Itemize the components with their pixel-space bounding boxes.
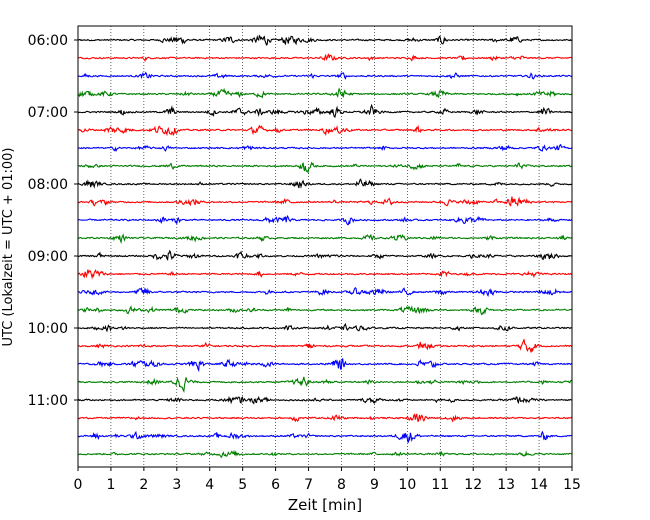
seismogram-trace — [77, 430, 573, 443]
seismogram-trace — [77, 214, 573, 226]
x-tick-label: 14 — [530, 477, 548, 493]
x-tick-label: 5 — [238, 477, 247, 493]
x-axis-label: Zeit [min] — [288, 496, 362, 514]
x-tick-label: 9 — [370, 477, 379, 493]
x-tick-label: 8 — [337, 477, 346, 493]
seismogram-trace — [77, 53, 573, 63]
x-tick-label: 10 — [398, 477, 416, 493]
grid-lines — [110, 26, 540, 467]
x-tick-label: 3 — [172, 477, 181, 493]
plot-frame — [77, 25, 573, 468]
seismogram-trace — [77, 34, 573, 46]
seismogram-trace — [77, 395, 573, 405]
seismogram-trace — [77, 376, 573, 394]
seismogram-trace — [77, 305, 573, 316]
x-tick-label: 4 — [205, 477, 214, 493]
x-tick-label: 7 — [304, 477, 313, 493]
x-tick-label: 11 — [431, 477, 449, 493]
seismogram-trace — [77, 449, 573, 459]
seismogram-trace — [77, 103, 573, 119]
seismogram-trace — [77, 124, 573, 137]
y-tick-label: 07:00 — [28, 105, 68, 121]
seismogram-trace — [77, 233, 573, 245]
x-tick-label: 6 — [271, 477, 280, 493]
y-ticks: 06:00 07:00 08:00 09:00 10:00 11:00 — [28, 33, 78, 409]
y-tick-label: 06:00 — [28, 33, 68, 49]
x-tick-label: 0 — [74, 477, 83, 493]
x-tick-label: 15 — [563, 477, 581, 493]
y-tick-label: 09:00 — [28, 249, 68, 265]
y-tick-label: 11:00 — [28, 393, 68, 409]
traces — [77, 34, 573, 459]
seismogram-trace — [77, 161, 573, 175]
seismogram-trace — [77, 178, 573, 189]
seismogram-trace — [77, 339, 573, 353]
seismogram-trace — [77, 196, 573, 207]
y-tick-label: 10:00 — [28, 321, 68, 337]
x-tick-label: 1 — [106, 477, 115, 493]
x-ticks: 0 1 2 3 4 5 6 7 8 9 10 11 12 13 14 15 — [74, 467, 581, 493]
y-tick-label: 08:00 — [28, 177, 68, 193]
x-tick-label: 2 — [139, 477, 148, 493]
seismogram-trace — [77, 287, 573, 298]
seismogram-trace — [77, 143, 573, 153]
seismogram-trace — [77, 268, 573, 280]
x-tick-label: 13 — [497, 477, 515, 493]
seismogram-trace — [77, 71, 573, 80]
y-axis-label: UTC (Lokalzeit = UTC + 01:00) — [1, 148, 16, 347]
seismogram-trace — [77, 413, 573, 423]
seismogram-trace — [77, 87, 573, 99]
seismogram-trace — [77, 322, 573, 333]
x-tick-label: 12 — [464, 477, 482, 493]
seismogram-trace — [77, 249, 573, 261]
seismogram-trace — [77, 358, 573, 373]
